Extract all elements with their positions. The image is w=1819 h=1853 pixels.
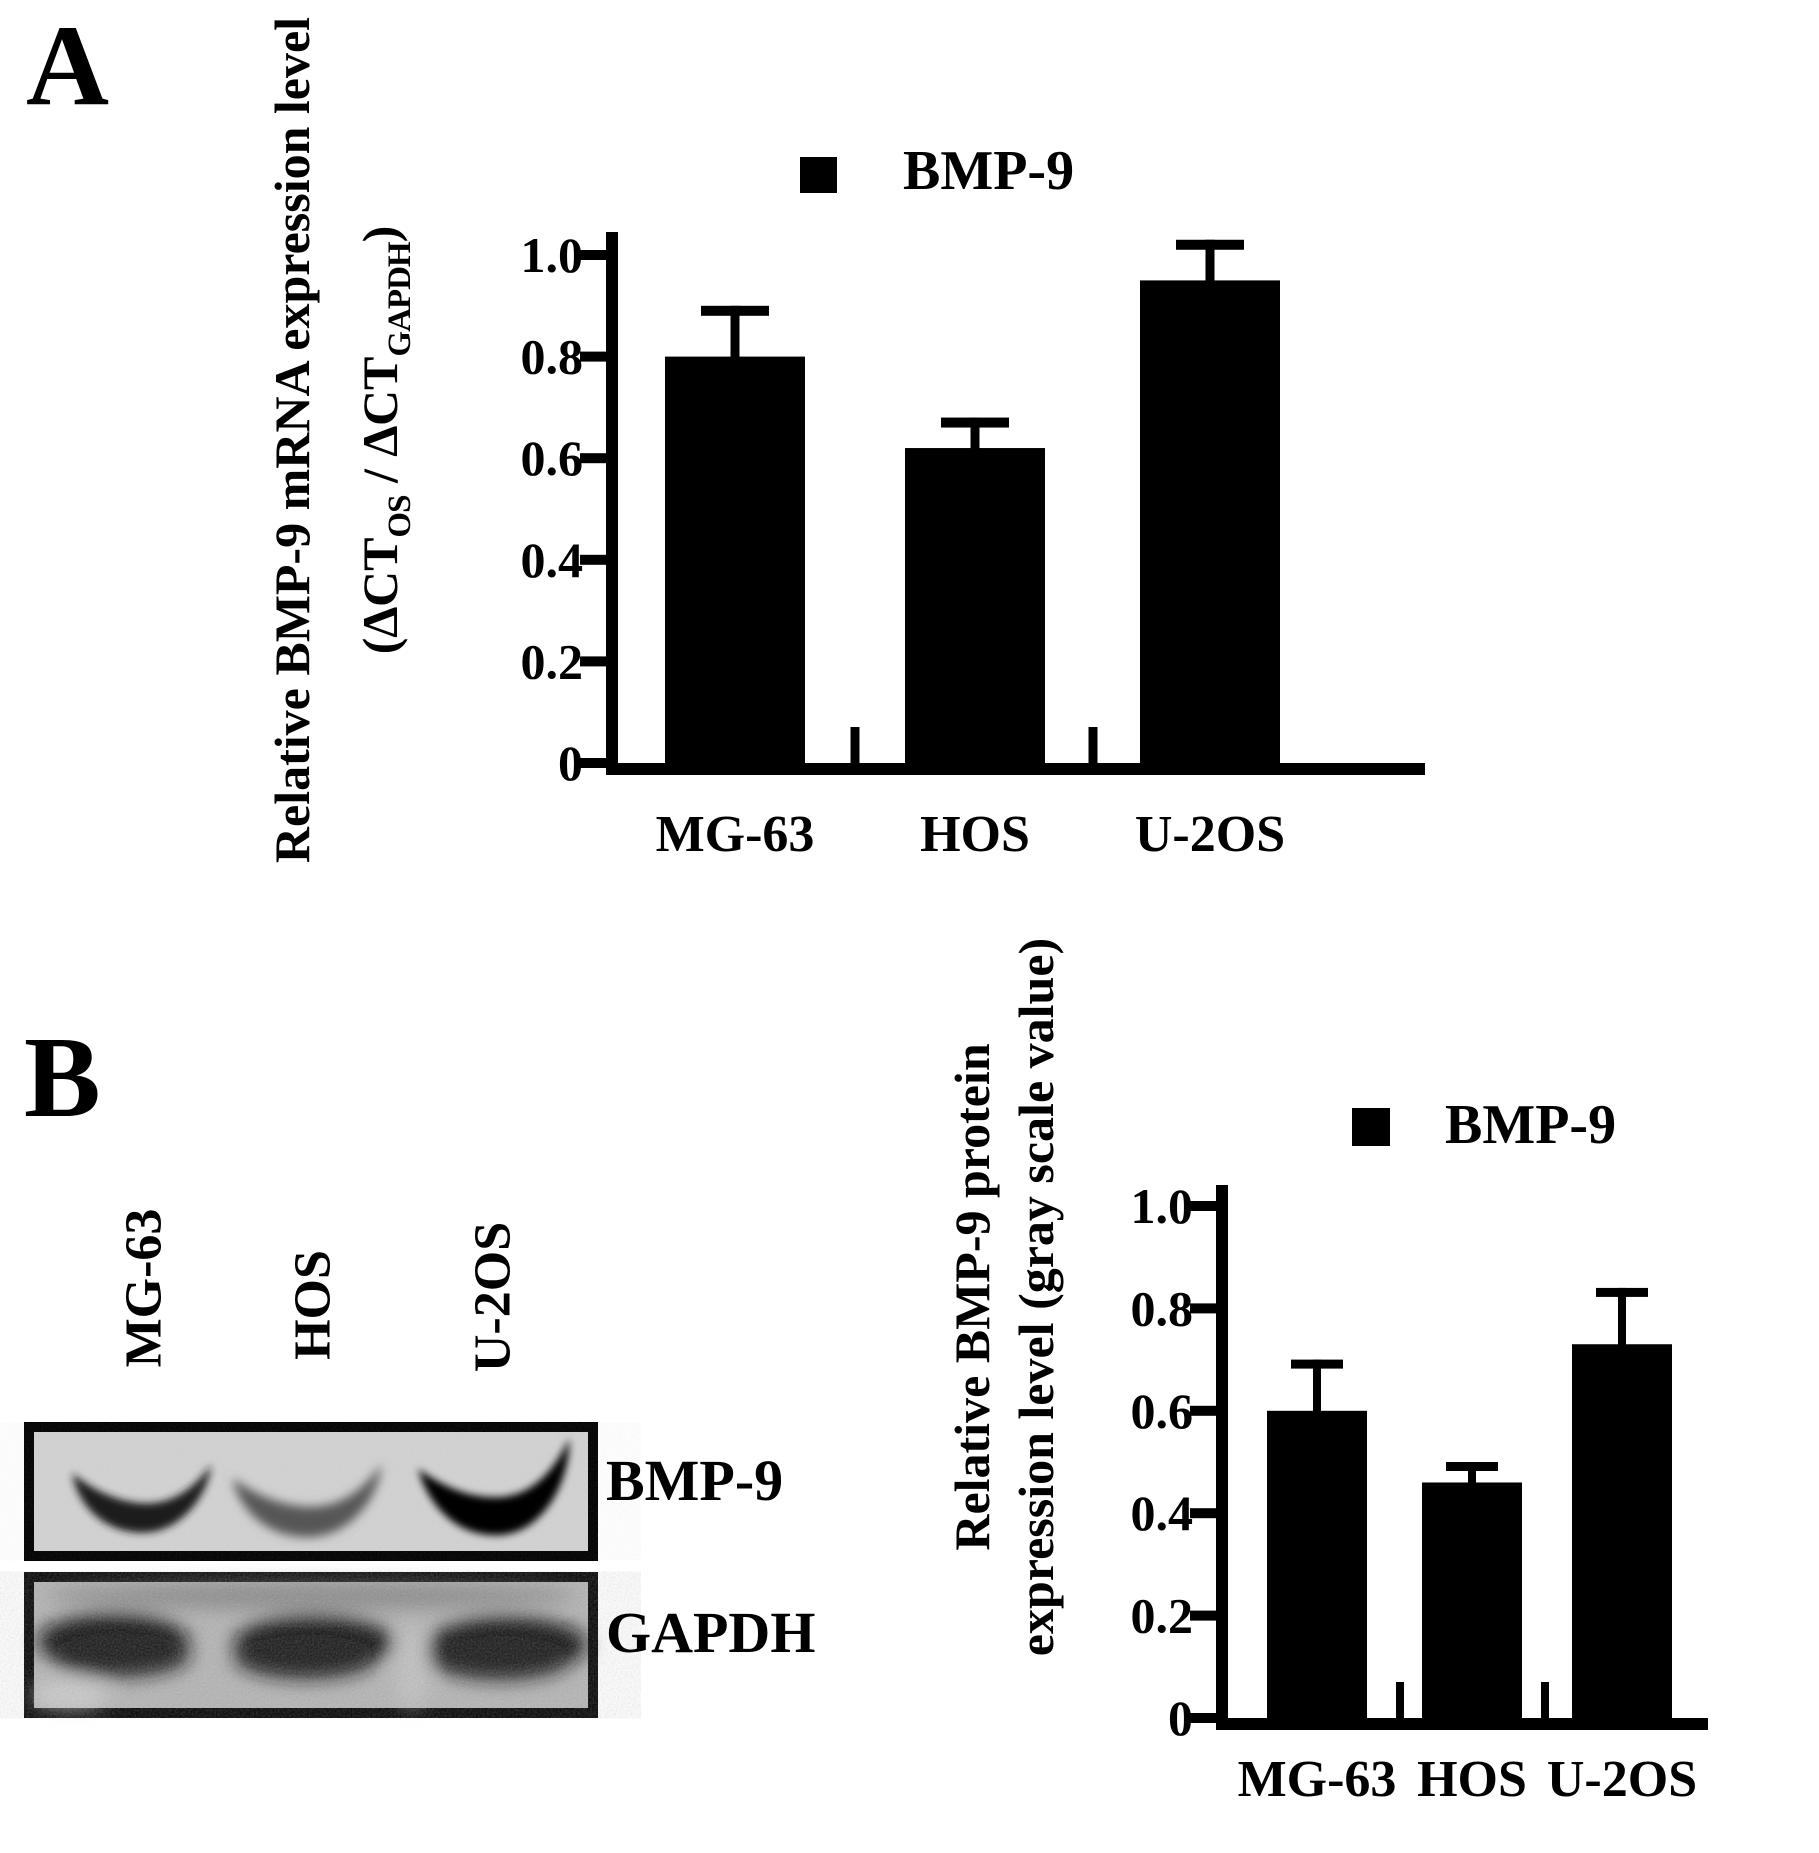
y-tick-label: 0.6 <box>521 430 584 486</box>
x-tick <box>1396 1682 1404 1718</box>
y-tick <box>580 351 606 362</box>
bar-U-2OS <box>1140 280 1280 763</box>
y-tick-label: 0 <box>1168 1690 1193 1746</box>
y-tick-label: 1.0 <box>1131 1178 1194 1234</box>
x-category-label: MG-63 <box>656 806 815 863</box>
y-tick-label: 0.4 <box>1131 1485 1194 1541</box>
error-bar-cap <box>701 305 769 316</box>
x-tick <box>1541 1682 1549 1718</box>
error-bar-cap <box>1596 1287 1648 1297</box>
legend-label-bmp9-b: BMP-9 <box>1445 1094 1617 1156</box>
y-tick <box>1190 1713 1216 1723</box>
y-tick <box>1190 1405 1216 1416</box>
x-category-label: U-2OS <box>1547 1751 1697 1808</box>
y-tick <box>1190 1303 1216 1314</box>
error-bar-cap <box>941 417 1009 428</box>
error-bar-stem <box>1205 239 1215 283</box>
x-category-label: HOS <box>1417 1751 1527 1808</box>
x-axis-line <box>1216 1718 1708 1730</box>
y-tick-label: 0.2 <box>521 633 584 689</box>
y-tick <box>1190 1201 1216 1211</box>
y-tick-label: 1.0 <box>521 227 584 283</box>
error-bar-stem <box>1313 1359 1321 1413</box>
y-tick-label: 0.8 <box>1131 1280 1194 1336</box>
y-axis-line <box>1216 1185 1228 1718</box>
bar-MG-63 <box>1267 1410 1367 1718</box>
y-tick <box>580 453 606 464</box>
error-bar-cap <box>1446 1462 1498 1471</box>
x-axis-line <box>606 763 1425 775</box>
bar-MG-63 <box>665 356 805 763</box>
legend-swatch-bmp9-a <box>800 157 837 193</box>
error-bar-cap <box>1176 239 1244 250</box>
y-axis-line <box>606 232 618 763</box>
y-tick-label: 0.8 <box>521 329 584 385</box>
panel-b-label: B <box>24 1014 101 1141</box>
y-tick <box>580 250 606 260</box>
blot-label-bmp9: BMP-9 <box>606 1448 784 1513</box>
error-bar-cap <box>1291 1359 1343 1369</box>
y-tick-label: 0 <box>558 735 583 791</box>
blot-row-bmp9 <box>24 1422 598 1561</box>
x-tick <box>850 727 860 763</box>
x-category-label: MG-63 <box>1238 1751 1397 1808</box>
y-tick <box>1190 1610 1216 1621</box>
error-bar-stem <box>1468 1462 1476 1485</box>
error-bar-stem <box>730 305 740 359</box>
x-category-label: HOS <box>920 806 1030 863</box>
y-tick-label: 0.6 <box>1131 1383 1194 1439</box>
y-tick-label: 0.4 <box>521 532 584 588</box>
legend-swatch-bmp9-b <box>1352 1108 1390 1146</box>
error-bar-stem <box>970 417 980 451</box>
legend-label-bmp9-a: BMP-9 <box>903 140 1075 202</box>
x-tick <box>1088 727 1098 763</box>
blot-label-gapdh: GAPDH <box>606 1600 816 1665</box>
panel-a-label: A <box>26 2 110 129</box>
bar-HOS <box>1422 1482 1522 1718</box>
bar-U-2OS <box>1572 1344 1672 1718</box>
y-tick <box>1190 1508 1216 1519</box>
y-tick <box>580 656 606 667</box>
x-category-label: U-2OS <box>1135 806 1285 863</box>
bar-HOS <box>905 448 1045 763</box>
y-tick <box>580 758 606 768</box>
y-tick <box>580 554 606 565</box>
error-bar-stem <box>1618 1287 1626 1347</box>
y-tick-label: 0.2 <box>1131 1588 1194 1644</box>
blot-row-gapdh <box>24 1572 598 1718</box>
